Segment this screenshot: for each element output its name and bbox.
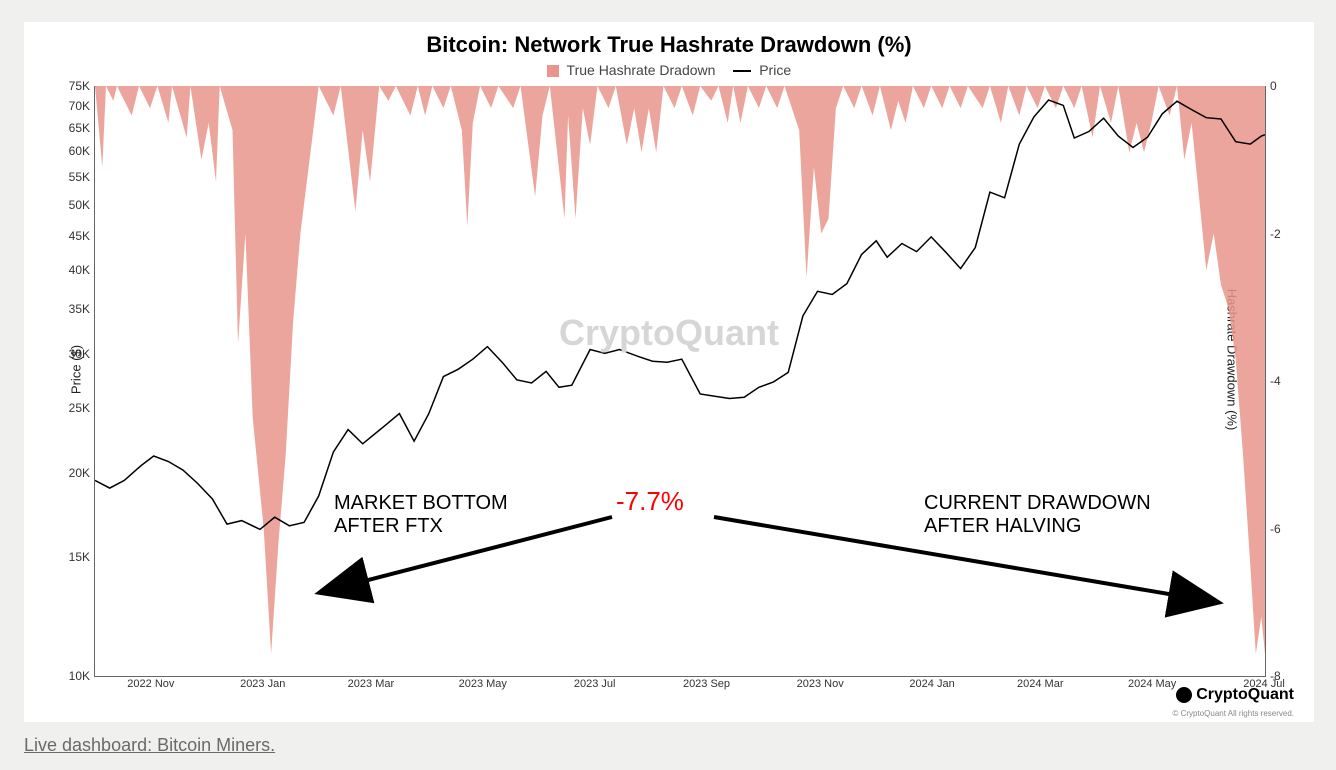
ytick-left: 70K [52, 99, 90, 113]
ytick-left: 55K [52, 170, 90, 184]
xtick: 2023 Mar [348, 678, 394, 690]
legend-swatch-line [733, 70, 751, 72]
y-axis-left-label: Price ($) [69, 330, 84, 410]
chart-legend: True Hashrate Dradown Price [24, 62, 1314, 78]
ytick-left: 30K [52, 347, 90, 361]
chart-svg [95, 86, 1265, 676]
ytick-left: 25K [52, 401, 90, 415]
legend-area-label: True Hashrate Dradown [567, 62, 716, 78]
annotation-value: -7.7% [616, 487, 684, 517]
xtick: 2024 May [1128, 678, 1176, 690]
brand-icon [1176, 687, 1192, 703]
xtick: 2023 Sep [683, 678, 730, 690]
ytick-left: 10K [52, 669, 90, 683]
legend-swatch-area [547, 65, 559, 77]
legend-line-label: Price [759, 62, 791, 78]
xtick: 2022 Nov [127, 678, 174, 690]
annotation-left: MARKET BOTTOM AFTER FTX [334, 492, 508, 538]
ytick-right: -4 [1270, 374, 1300, 388]
xtick: 2023 Nov [797, 678, 844, 690]
plot-area [94, 86, 1266, 677]
chart-title: Bitcoin: Network True Hashrate Drawdown … [24, 32, 1314, 58]
dashboard-link[interactable]: Live dashboard: Bitcoin Miners. [24, 735, 275, 756]
ytick-right: 0 [1270, 79, 1300, 93]
drawdown-area [95, 86, 1265, 654]
ytick-left: 15K [52, 550, 90, 564]
ytick-left: 45K [52, 229, 90, 243]
ytick-left: 60K [52, 144, 90, 158]
annotation-right: CURRENT DRAWDOWN AFTER HALVING [924, 492, 1151, 538]
ytick-left: 40K [52, 263, 90, 277]
xtick: 2023 Jan [240, 678, 285, 690]
ytick-left: 65K [52, 121, 90, 135]
ytick-left: 75K [52, 79, 90, 93]
brand-logo: CryptoQuant [1176, 686, 1294, 704]
ytick-right: -6 [1270, 522, 1300, 536]
ytick-left: 35K [52, 302, 90, 316]
chart-panel: Bitcoin: Network True Hashrate Drawdown … [24, 22, 1314, 722]
xtick: 2024 Mar [1017, 678, 1063, 690]
ytick-left: 20K [52, 466, 90, 480]
xtick: 2024 Jan [909, 678, 954, 690]
ytick-left: 50K [52, 198, 90, 212]
ytick-right: -2 [1270, 227, 1300, 241]
xtick: 2023 Jul [574, 678, 616, 690]
xtick: 2023 May [459, 678, 507, 690]
copyright-text: © CryptoQuant All rights reserved. [1173, 709, 1295, 718]
